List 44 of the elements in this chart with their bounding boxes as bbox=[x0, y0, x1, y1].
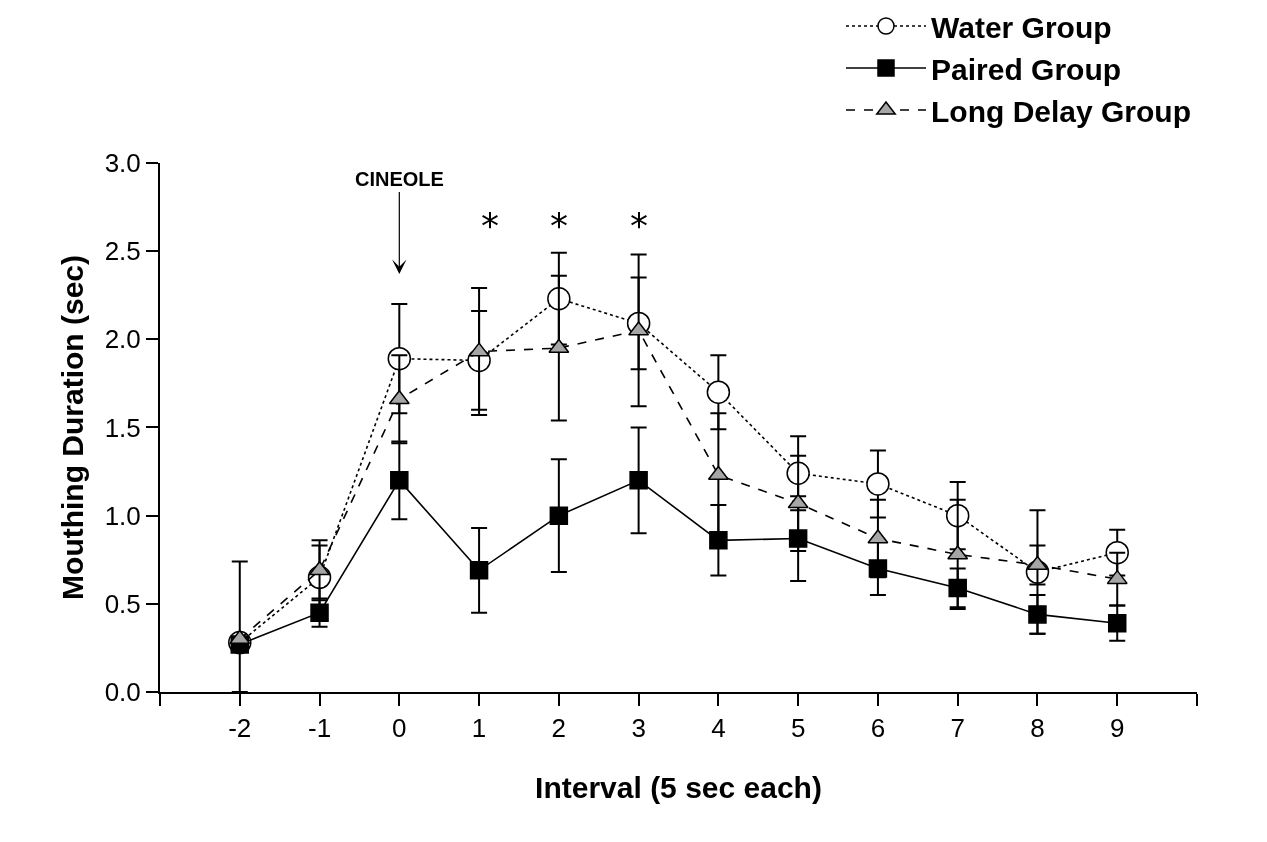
x-tick-label: -1 bbox=[307, 713, 332, 744]
x-tick-label: 7 bbox=[950, 713, 965, 744]
point bbox=[706, 380, 731, 404]
annotation: * bbox=[630, 205, 648, 246]
point bbox=[549, 506, 569, 525]
y-tick-label: 2.0 bbox=[104, 324, 141, 355]
point bbox=[1106, 569, 1128, 585]
y-tick-label: 1.0 bbox=[104, 500, 141, 531]
point bbox=[1107, 613, 1127, 633]
y-axis-title: Mouthing Duration (sec) bbox=[56, 254, 90, 600]
point bbox=[310, 603, 329, 622]
x-tick-label: 5 bbox=[790, 713, 806, 744]
x-axis-title: Interval (5 sec each) bbox=[535, 771, 822, 805]
x-tick-label: 4 bbox=[711, 713, 726, 744]
x-tick-label: 2 bbox=[551, 713, 567, 744]
point bbox=[469, 561, 489, 580]
legend-label: Water Group bbox=[931, 10, 1112, 44]
x-tick-label: 1 bbox=[471, 713, 487, 744]
x-tick-label: 8 bbox=[1030, 713, 1045, 744]
point bbox=[629, 471, 648, 490]
y-tick-label: 3.0 bbox=[104, 148, 141, 178]
point bbox=[948, 578, 967, 598]
point bbox=[390, 471, 409, 490]
x-tick-label: 6 bbox=[870, 713, 886, 744]
point bbox=[388, 389, 410, 405]
y-tick-label: 1.5 bbox=[104, 412, 141, 443]
point bbox=[709, 531, 728, 550]
annotation: CINEOLE bbox=[355, 168, 444, 190]
y-tick-label: 0.5 bbox=[104, 588, 141, 619]
annotation: * bbox=[481, 205, 499, 246]
x-tick-label: 9 bbox=[1110, 713, 1125, 744]
legend-label: Paired Group bbox=[931, 52, 1122, 86]
y-tick-label: 2.5 bbox=[104, 236, 141, 267]
point bbox=[866, 472, 890, 496]
annotation: * bbox=[550, 205, 568, 246]
legend-label: Long Delay Group bbox=[931, 94, 1192, 128]
point bbox=[1028, 605, 1047, 624]
point bbox=[229, 629, 251, 645]
x-tick-label: -2 bbox=[228, 713, 252, 744]
x-tick-label: 3 bbox=[631, 713, 646, 744]
y-tick-label: 0.0 bbox=[104, 677, 141, 708]
x-tick-label: 0 bbox=[392, 713, 407, 744]
point bbox=[548, 338, 570, 354]
point bbox=[707, 465, 729, 481]
